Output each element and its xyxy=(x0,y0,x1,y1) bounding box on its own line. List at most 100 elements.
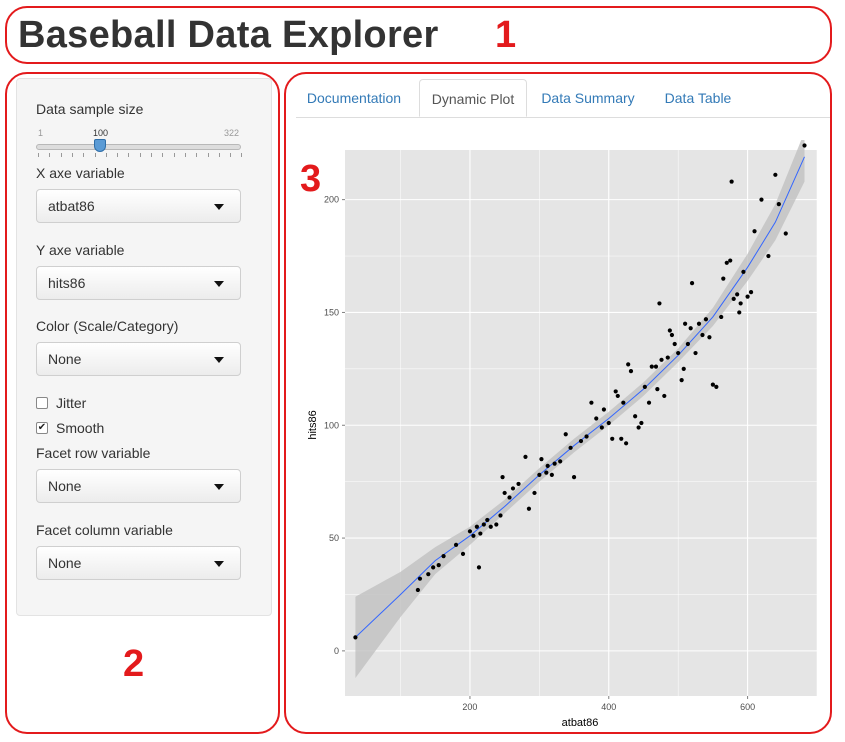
data-point xyxy=(549,472,554,477)
data-point xyxy=(467,529,473,534)
data-point xyxy=(657,301,662,306)
data-point xyxy=(646,400,652,405)
data-point xyxy=(679,378,684,383)
y-variable-select[interactable]: hits86 xyxy=(36,266,241,300)
x-axis-label: atbat86 xyxy=(562,717,599,729)
chevron-down-icon xyxy=(214,561,224,567)
data-point xyxy=(431,565,436,570)
data-point xyxy=(613,389,618,394)
data-point xyxy=(728,258,733,263)
sample-size-label: Data sample size xyxy=(36,101,144,117)
slider-tick xyxy=(184,153,186,157)
data-point xyxy=(759,197,764,202)
sample-size-slider[interactable] xyxy=(36,144,241,150)
data-point xyxy=(498,513,503,518)
facet-row-value: None xyxy=(48,478,82,494)
slider-tick xyxy=(105,153,107,157)
data-point xyxy=(731,296,736,302)
facet-row-select[interactable]: None xyxy=(36,469,241,503)
facet-column-value: None xyxy=(48,555,82,571)
chevron-down-icon xyxy=(214,281,224,287)
data-point xyxy=(735,292,740,297)
annotation-1: 1 xyxy=(495,14,517,56)
smooth-checkbox[interactable]: ✔ xyxy=(36,422,48,434)
smooth-confidence-ribbon xyxy=(355,140,805,678)
slider-tick xyxy=(173,153,175,157)
data-point xyxy=(688,326,693,331)
plot-panel xyxy=(345,150,817,696)
x-tick-label: 200 xyxy=(462,702,477,712)
data-point xyxy=(714,384,719,390)
data-point xyxy=(624,441,629,446)
data-point xyxy=(776,202,781,207)
data-point xyxy=(667,328,672,333)
color-variable-select[interactable]: None xyxy=(36,342,241,376)
slider-tick xyxy=(94,153,96,157)
data-point xyxy=(578,438,584,444)
data-point xyxy=(615,393,620,399)
y-axis-label: hits86 xyxy=(307,410,319,439)
x-variable-value: atbat86 xyxy=(48,198,95,214)
data-point xyxy=(417,576,423,581)
data-point xyxy=(752,229,757,234)
sample-size-slider-handle[interactable] xyxy=(94,139,106,152)
data-point xyxy=(649,364,654,369)
x-tick-label: 400 xyxy=(601,702,616,712)
data-point xyxy=(494,522,499,527)
data-point xyxy=(721,276,726,281)
slider-tick xyxy=(151,153,152,157)
data-point xyxy=(724,260,729,265)
facet-column-select[interactable]: None xyxy=(36,546,241,580)
x-tick-label: 600 xyxy=(740,702,755,712)
data-point xyxy=(628,369,634,374)
data-point xyxy=(738,301,743,306)
data-point xyxy=(665,355,670,360)
data-point xyxy=(766,253,771,259)
slider-tick xyxy=(139,153,141,157)
jitter-checkbox[interactable] xyxy=(36,397,48,409)
data-point xyxy=(507,495,512,500)
scatter-plot: 200 400 600 0 50 100 150 200 atbat86 hits86 xyxy=(307,140,818,729)
data-point xyxy=(571,475,577,480)
tab-data-table[interactable]: Data Table xyxy=(664,90,732,106)
slider-tick xyxy=(117,153,119,157)
data-point xyxy=(606,420,611,426)
tab-documentation[interactable]: Documentation xyxy=(306,90,402,106)
data-point xyxy=(485,517,490,523)
sidebar-region-outline xyxy=(5,72,280,734)
data-point xyxy=(545,463,550,468)
slider-tick xyxy=(83,153,85,157)
slider-tick xyxy=(196,153,198,157)
tab-dynamic-plot[interactable]: Dynamic Plot xyxy=(419,79,527,117)
data-point xyxy=(642,384,647,390)
data-point xyxy=(474,524,479,529)
data-point xyxy=(441,554,446,559)
data-point xyxy=(741,269,746,274)
slider-tick xyxy=(38,153,39,157)
tab-data-summary[interactable]: Data Summary xyxy=(541,90,635,106)
color-variable-value: None xyxy=(48,351,82,367)
slider-value-label: 100 xyxy=(93,128,109,138)
data-point xyxy=(621,400,626,405)
data-point xyxy=(502,490,507,496)
data-point xyxy=(681,366,686,371)
chevron-down-icon xyxy=(214,484,224,490)
data-point xyxy=(415,587,420,593)
data-point xyxy=(523,454,528,459)
data-point xyxy=(526,506,532,511)
data-point xyxy=(655,387,660,392)
data-point xyxy=(436,563,441,568)
x-variable-select[interactable]: atbat86 xyxy=(36,189,241,223)
data-point xyxy=(729,179,734,184)
data-point xyxy=(707,335,712,340)
data-point xyxy=(672,341,677,347)
y-variable-label: Y axe variable xyxy=(36,242,125,258)
data-point xyxy=(601,407,607,412)
data-point xyxy=(783,231,788,236)
data-point xyxy=(639,420,644,426)
data-point xyxy=(510,486,516,491)
facet-column-label: Facet column variable xyxy=(36,522,173,538)
data-point xyxy=(537,472,542,477)
data-point xyxy=(683,321,688,326)
data-point xyxy=(636,425,641,430)
